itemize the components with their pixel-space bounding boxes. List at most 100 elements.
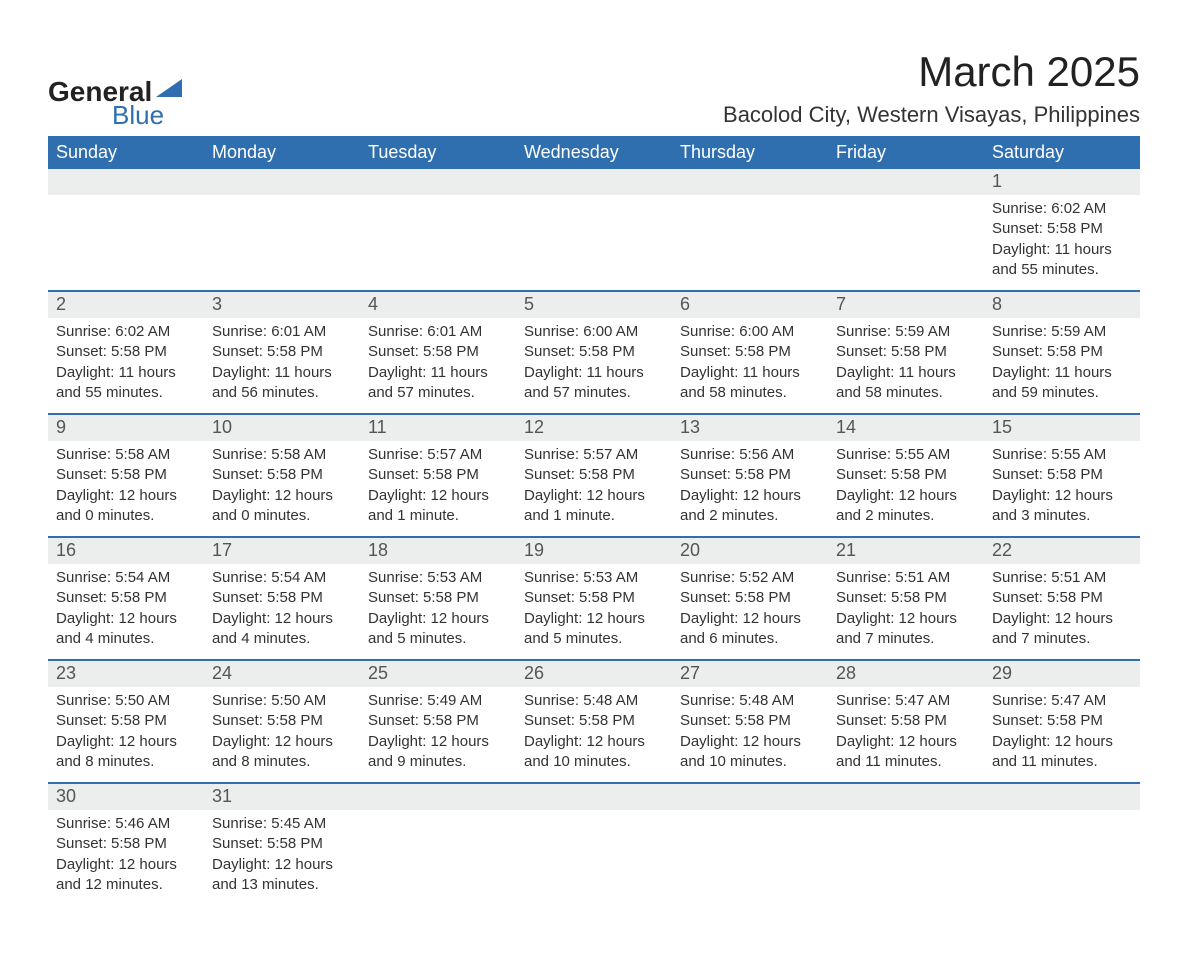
sunset-text: Sunset: 5:58 PM — [992, 219, 1132, 239]
sunset-text: Sunset: 5:58 PM — [680, 588, 820, 608]
day-number: 28 — [828, 661, 984, 687]
weekday-header: Monday — [204, 136, 360, 169]
month-title: March 2025 — [723, 48, 1140, 96]
day-number — [360, 169, 516, 195]
calendar-cell: 18Sunrise: 5:53 AMSunset: 5:58 PMDayligh… — [360, 537, 516, 660]
calendar-cell — [48, 169, 204, 291]
day-content: Sunrise: 5:54 AMSunset: 5:58 PMDaylight:… — [204, 564, 360, 659]
calendar-cell: 27Sunrise: 5:48 AMSunset: 5:58 PMDayligh… — [672, 660, 828, 783]
sunrise-text: Sunrise: 5:47 AM — [992, 691, 1132, 711]
calendar-cell: 31Sunrise: 5:45 AMSunset: 5:58 PMDayligh… — [204, 783, 360, 905]
sunrise-text: Sunrise: 5:50 AM — [56, 691, 196, 711]
day-content: Sunrise: 5:55 AMSunset: 5:58 PMDaylight:… — [828, 441, 984, 536]
day-content: Sunrise: 5:48 AMSunset: 5:58 PMDaylight:… — [672, 687, 828, 782]
sunset-text: Sunset: 5:58 PM — [212, 834, 352, 854]
title-block: March 2025 Bacolod City, Western Visayas… — [723, 48, 1140, 128]
calendar-cell: 3Sunrise: 6:01 AMSunset: 5:58 PMDaylight… — [204, 291, 360, 414]
calendar-cell — [672, 783, 828, 905]
day-content — [516, 810, 672, 824]
weekday-header: Wednesday — [516, 136, 672, 169]
day-content: Sunrise: 5:53 AMSunset: 5:58 PMDaylight:… — [360, 564, 516, 659]
calendar-cell: 8Sunrise: 5:59 AMSunset: 5:58 PMDaylight… — [984, 291, 1140, 414]
daylight-text: Daylight: 12 hours and 0 minutes. — [56, 486, 196, 527]
calendar-cell: 24Sunrise: 5:50 AMSunset: 5:58 PMDayligh… — [204, 660, 360, 783]
day-content: Sunrise: 5:49 AMSunset: 5:58 PMDaylight:… — [360, 687, 516, 782]
calendar-week-row: 9Sunrise: 5:58 AMSunset: 5:58 PMDaylight… — [48, 414, 1140, 537]
sunset-text: Sunset: 5:58 PM — [56, 834, 196, 854]
daylight-text: Daylight: 12 hours and 11 minutes. — [836, 732, 976, 773]
day-number: 4 — [360, 292, 516, 318]
day-content: Sunrise: 5:50 AMSunset: 5:58 PMDaylight:… — [204, 687, 360, 782]
day-content — [672, 195, 828, 209]
daylight-text: Daylight: 12 hours and 1 minute. — [524, 486, 664, 527]
day-number: 27 — [672, 661, 828, 687]
sunrise-text: Sunrise: 5:49 AM — [368, 691, 508, 711]
day-content: Sunrise: 5:47 AMSunset: 5:58 PMDaylight:… — [828, 687, 984, 782]
day-content: Sunrise: 5:55 AMSunset: 5:58 PMDaylight:… — [984, 441, 1140, 536]
calendar-cell: 13Sunrise: 5:56 AMSunset: 5:58 PMDayligh… — [672, 414, 828, 537]
daylight-text: Daylight: 12 hours and 2 minutes. — [836, 486, 976, 527]
calendar-cell: 21Sunrise: 5:51 AMSunset: 5:58 PMDayligh… — [828, 537, 984, 660]
sunset-text: Sunset: 5:58 PM — [368, 711, 508, 731]
daylight-text: Daylight: 11 hours and 59 minutes. — [992, 363, 1132, 404]
calendar-cell: 20Sunrise: 5:52 AMSunset: 5:58 PMDayligh… — [672, 537, 828, 660]
sunrise-text: Sunrise: 5:56 AM — [680, 445, 820, 465]
sunset-text: Sunset: 5:58 PM — [212, 588, 352, 608]
daylight-text: Daylight: 11 hours and 55 minutes. — [992, 240, 1132, 281]
calendar-cell: 4Sunrise: 6:01 AMSunset: 5:58 PMDaylight… — [360, 291, 516, 414]
daylight-text: Daylight: 12 hours and 4 minutes. — [56, 609, 196, 650]
calendar-cell — [204, 169, 360, 291]
day-content: Sunrise: 5:59 AMSunset: 5:58 PMDaylight:… — [828, 318, 984, 413]
sunset-text: Sunset: 5:58 PM — [992, 711, 1132, 731]
calendar-cell: 10Sunrise: 5:58 AMSunset: 5:58 PMDayligh… — [204, 414, 360, 537]
day-content: Sunrise: 5:51 AMSunset: 5:58 PMDaylight:… — [984, 564, 1140, 659]
day-number: 26 — [516, 661, 672, 687]
day-content — [360, 810, 516, 824]
day-number: 3 — [204, 292, 360, 318]
calendar-cell: 25Sunrise: 5:49 AMSunset: 5:58 PMDayligh… — [360, 660, 516, 783]
daylight-text: Daylight: 12 hours and 1 minute. — [368, 486, 508, 527]
sunset-text: Sunset: 5:58 PM — [524, 588, 664, 608]
day-number — [516, 784, 672, 810]
calendar-cell: 12Sunrise: 5:57 AMSunset: 5:58 PMDayligh… — [516, 414, 672, 537]
calendar-cell: 11Sunrise: 5:57 AMSunset: 5:58 PMDayligh… — [360, 414, 516, 537]
day-number: 9 — [48, 415, 204, 441]
day-number — [672, 784, 828, 810]
day-number — [828, 784, 984, 810]
sunset-text: Sunset: 5:58 PM — [56, 465, 196, 485]
day-number: 1 — [984, 169, 1140, 195]
day-number: 19 — [516, 538, 672, 564]
calendar-table: Sunday Monday Tuesday Wednesday Thursday… — [48, 136, 1140, 905]
day-content: Sunrise: 5:59 AMSunset: 5:58 PMDaylight:… — [984, 318, 1140, 413]
day-number: 23 — [48, 661, 204, 687]
calendar-cell: 17Sunrise: 5:54 AMSunset: 5:58 PMDayligh… — [204, 537, 360, 660]
calendar-cell: 9Sunrise: 5:58 AMSunset: 5:58 PMDaylight… — [48, 414, 204, 537]
calendar-cell — [672, 169, 828, 291]
location-subtitle: Bacolod City, Western Visayas, Philippin… — [723, 102, 1140, 128]
day-content: Sunrise: 5:53 AMSunset: 5:58 PMDaylight:… — [516, 564, 672, 659]
brand-triangle-icon — [156, 74, 182, 102]
sunrise-text: Sunrise: 6:01 AM — [212, 322, 352, 342]
daylight-text: Daylight: 12 hours and 8 minutes. — [56, 732, 196, 773]
sunrise-text: Sunrise: 5:58 AM — [212, 445, 352, 465]
day-number: 2 — [48, 292, 204, 318]
sunset-text: Sunset: 5:58 PM — [212, 465, 352, 485]
day-number — [48, 169, 204, 195]
sunrise-text: Sunrise: 5:46 AM — [56, 814, 196, 834]
sunrise-text: Sunrise: 5:52 AM — [680, 568, 820, 588]
sunset-text: Sunset: 5:58 PM — [56, 588, 196, 608]
calendar-header-row: Sunday Monday Tuesday Wednesday Thursday… — [48, 136, 1140, 169]
day-number: 5 — [516, 292, 672, 318]
daylight-text: Daylight: 12 hours and 9 minutes. — [368, 732, 508, 773]
calendar-cell: 1Sunrise: 6:02 AMSunset: 5:58 PMDaylight… — [984, 169, 1140, 291]
day-content: Sunrise: 5:54 AMSunset: 5:58 PMDaylight:… — [48, 564, 204, 659]
sunrise-text: Sunrise: 6:01 AM — [368, 322, 508, 342]
calendar-cell: 26Sunrise: 5:48 AMSunset: 5:58 PMDayligh… — [516, 660, 672, 783]
day-content: Sunrise: 6:02 AMSunset: 5:58 PMDaylight:… — [48, 318, 204, 413]
daylight-text: Daylight: 11 hours and 56 minutes. — [212, 363, 352, 404]
sunrise-text: Sunrise: 6:00 AM — [680, 322, 820, 342]
daylight-text: Daylight: 12 hours and 4 minutes. — [212, 609, 352, 650]
day-number: 11 — [360, 415, 516, 441]
calendar-cell: 29Sunrise: 5:47 AMSunset: 5:58 PMDayligh… — [984, 660, 1140, 783]
weekday-header: Thursday — [672, 136, 828, 169]
